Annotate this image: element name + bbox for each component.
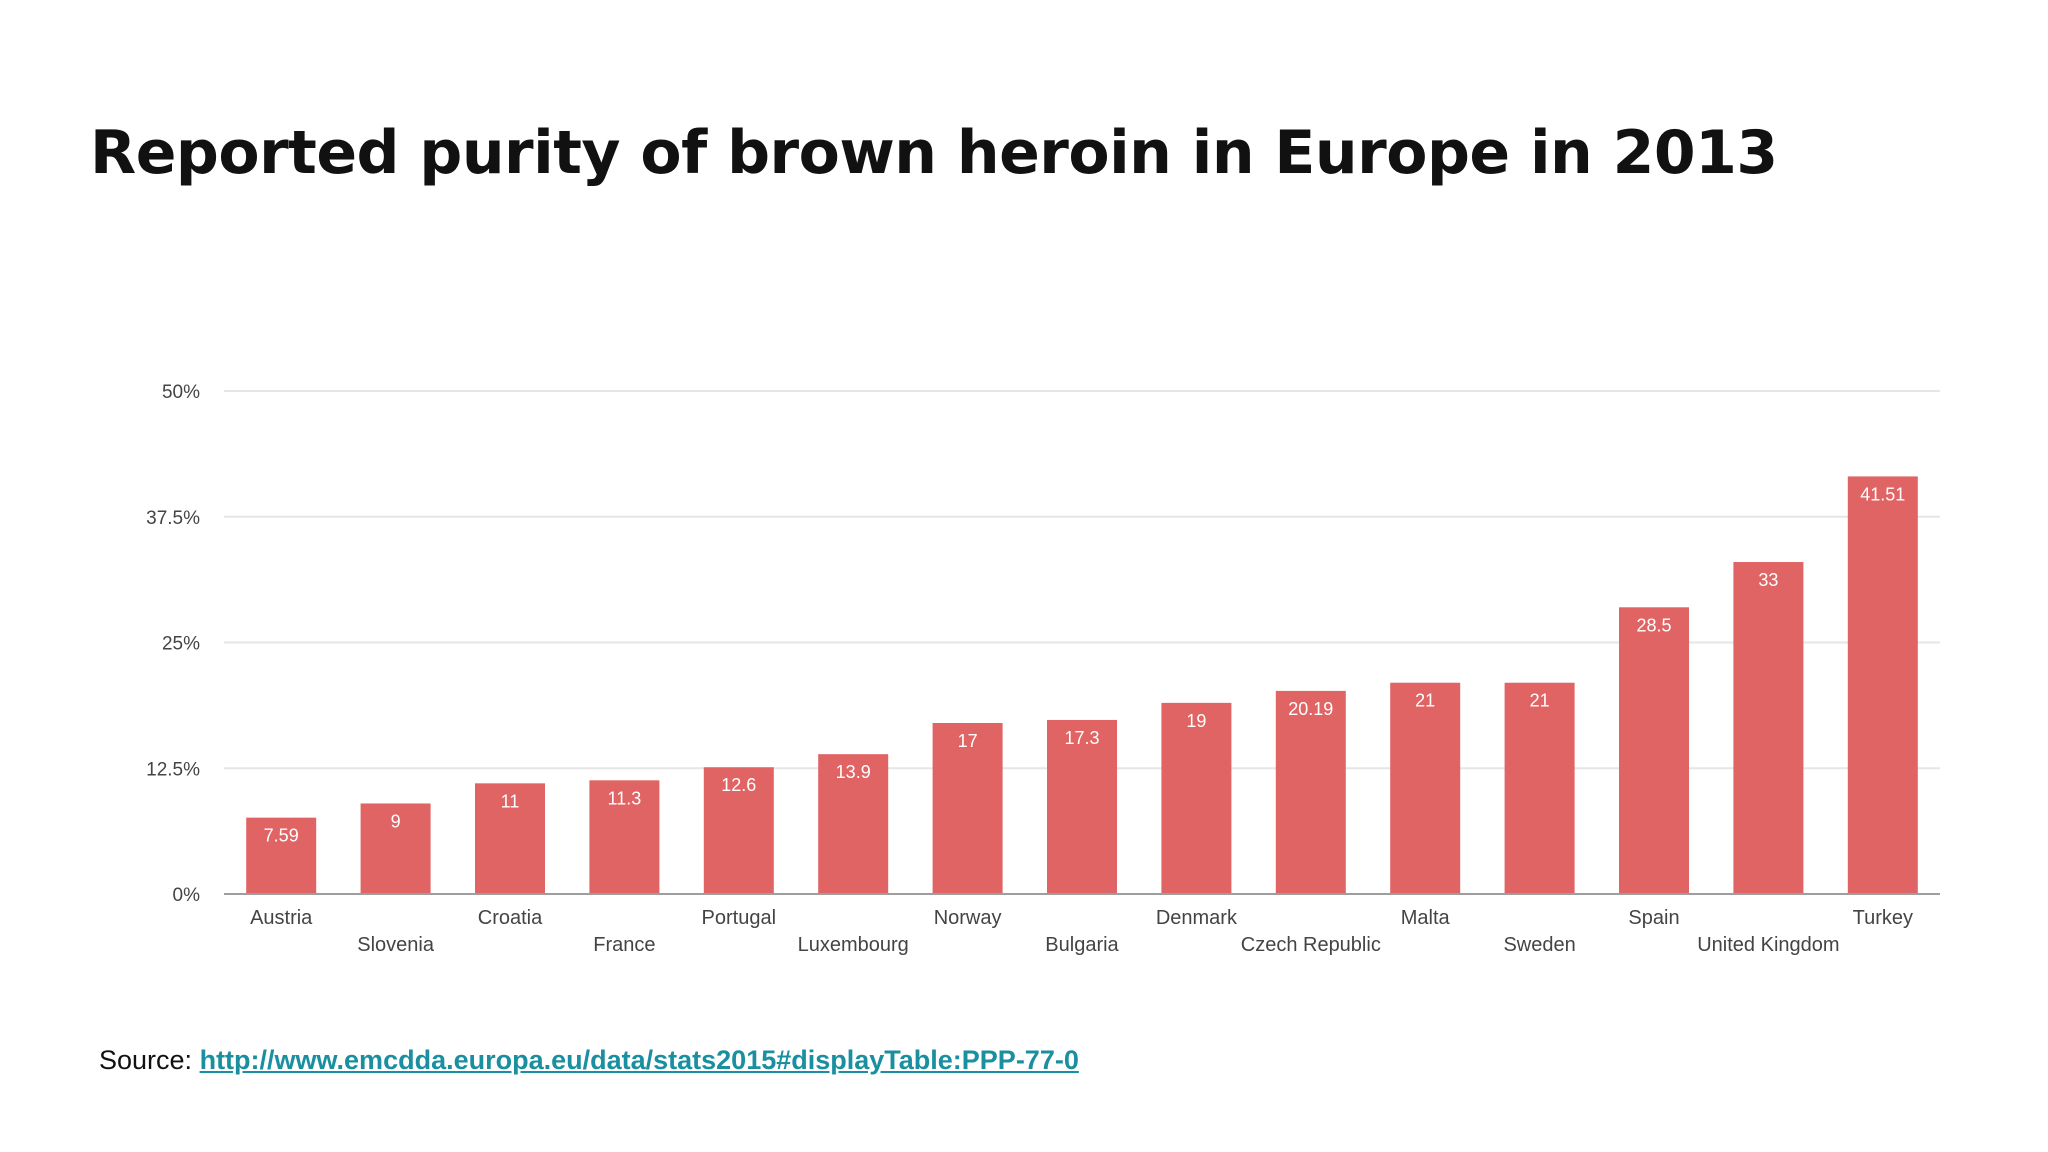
bar-slovenia <box>360 803 431 894</box>
x-tick-label: Denmark <box>1156 907 1238 929</box>
bar-united-kingdom <box>1733 562 1804 894</box>
bar-value-label: 12.6 <box>721 775 756 795</box>
bar-malta <box>1390 682 1461 894</box>
bar-croatia <box>475 783 545 894</box>
bar-bulgaria <box>1047 719 1117 894</box>
x-tick-label: Portugal <box>702 907 777 929</box>
bar-portugal <box>703 767 774 894</box>
bar-value-label: 7.59 <box>264 826 299 846</box>
bar-value-label: 19 <box>1186 711 1206 731</box>
bar-norway <box>932 722 1003 894</box>
x-tick-label: Bulgaria <box>1045 934 1119 956</box>
x-tick-label: Spain <box>1628 907 1679 929</box>
bar-value-label: 17.3 <box>1064 728 1099 748</box>
x-tick-label: Sweden <box>1503 934 1575 956</box>
x-tick-label: France <box>593 934 655 956</box>
bar-spain <box>1619 607 1689 894</box>
bar-value-label: 33 <box>1758 570 1778 590</box>
x-tick-label: Malta <box>1401 907 1451 929</box>
bar-sweden <box>1504 682 1575 894</box>
y-tick-label: 0% <box>173 885 201 906</box>
bar-value-label: 11 <box>501 791 520 811</box>
bar-turkey <box>1847 476 1918 894</box>
bar-austria <box>246 817 317 894</box>
bar-value-label: 17 <box>958 731 978 751</box>
y-tick-label: 50% <box>162 382 200 403</box>
y-tick-label: 25% <box>162 634 200 655</box>
bar-denmark <box>1161 702 1232 894</box>
x-tick-label: Austria <box>250 907 313 929</box>
bar-value-label: 13.9 <box>836 762 871 782</box>
y-tick-label: 12.5% <box>146 759 200 780</box>
source-link[interactable]: http://www.emcdda.europa.eu/data/stats20… <box>199 1045 1079 1075</box>
x-tick-label: Norway <box>934 907 1002 929</box>
bar-luxembourg <box>818 754 889 894</box>
bar-value-label: 21 <box>1530 691 1550 711</box>
source-label: Source: <box>99 1045 193 1075</box>
x-tick-label: Croatia <box>478 907 543 929</box>
bar-value-label: 28.5 <box>1636 615 1671 635</box>
x-tick-label: Czech Republic <box>1241 934 1381 956</box>
bar-value-label: 20.19 <box>1288 699 1333 719</box>
x-tick-label: Slovenia <box>357 934 435 956</box>
bar-value-label: 11.3 <box>608 788 642 808</box>
bar-value-label: 9 <box>391 811 401 831</box>
bar-czech-republic <box>1275 690 1346 894</box>
bar-value-label: 21 <box>1415 691 1435 711</box>
bar-france <box>589 780 660 894</box>
x-tick-label: Luxembourg <box>798 934 909 956</box>
x-tick-label: Turkey <box>1853 907 1913 929</box>
slide-title: Reported purity of brown heroin in Europ… <box>90 118 1778 188</box>
x-tick-label: United Kingdom <box>1697 934 1839 956</box>
bar-value-label: 41.51 <box>1860 484 1905 504</box>
y-tick-label: 37.5% <box>146 508 200 529</box>
source-line: Source: http://www.emcdda.europa.eu/data… <box>99 1045 1079 1076</box>
